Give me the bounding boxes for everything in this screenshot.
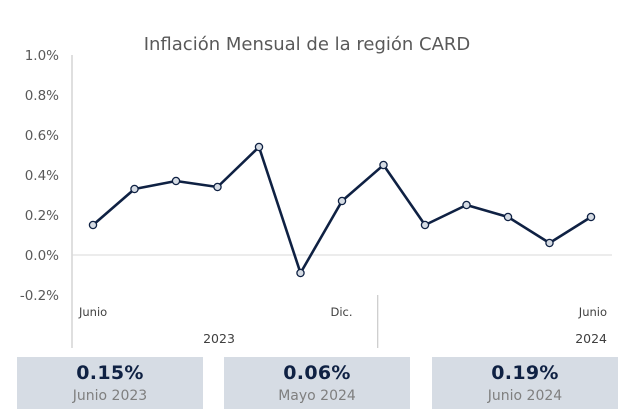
data-point — [88, 220, 98, 230]
y-axis: 1.0% 0.8% 0.6% 0.4% 0.2% 0.0% -0.2% — [20, 48, 73, 348]
y-tick-label: 1.0% — [25, 48, 59, 64]
data-point — [296, 268, 305, 278]
data-point — [337, 196, 347, 206]
data-point — [379, 160, 388, 170]
kpi-label: Junio 2023 — [72, 388, 148, 404]
y-tick-label: 0.4% — [25, 168, 59, 184]
kpi-label: Mayo 2024 — [278, 388, 356, 404]
x-axis: Junio Dic. Junio 2023 2024 — [72, 254, 612, 348]
data-point — [545, 238, 554, 248]
kpi-card-june-2024: 0.19% Junio 2024 — [432, 357, 618, 409]
data-point — [254, 142, 264, 152]
series-line — [92, 145, 592, 275]
y-tick-label: 0.0% — [25, 248, 59, 264]
data-point — [171, 176, 181, 186]
x-group-label: 2024 — [575, 331, 607, 346]
data-point — [213, 182, 222, 192]
kpi-label: Junio 2024 — [487, 388, 563, 404]
x-group-label: 2023 — [203, 331, 235, 346]
kpi-card-may-2024: 0.06% Mayo 2024 — [224, 357, 410, 409]
x-tick-label: Junio — [78, 305, 107, 319]
chart-title: Inflación Mensual de la región CARD — [144, 34, 471, 55]
y-tick-label: -0.2% — [20, 288, 59, 304]
kpi-value: 0.19% — [491, 362, 559, 384]
inflation-line-chart: Inflación Mensual de la región CARD 1.0%… — [20, 34, 612, 348]
y-tick-label: 0.8% — [25, 88, 59, 104]
data-point — [420, 220, 430, 230]
kpi-value: 0.06% — [283, 362, 351, 384]
data-point — [586, 212, 596, 222]
y-tick-label: 0.6% — [25, 128, 59, 144]
series-layer — [88, 142, 596, 278]
x-tick-label: Junio — [578, 305, 607, 319]
kpi-value: 0.15% — [76, 362, 144, 384]
data-point — [130, 184, 139, 194]
y-tick-label: 0.2% — [25, 208, 59, 224]
kpi-card-june-2023: 0.15% Junio 2023 — [17, 357, 203, 409]
data-point — [462, 200, 471, 210]
x-tick-label: Dic. — [330, 305, 352, 319]
data-point — [503, 212, 513, 222]
